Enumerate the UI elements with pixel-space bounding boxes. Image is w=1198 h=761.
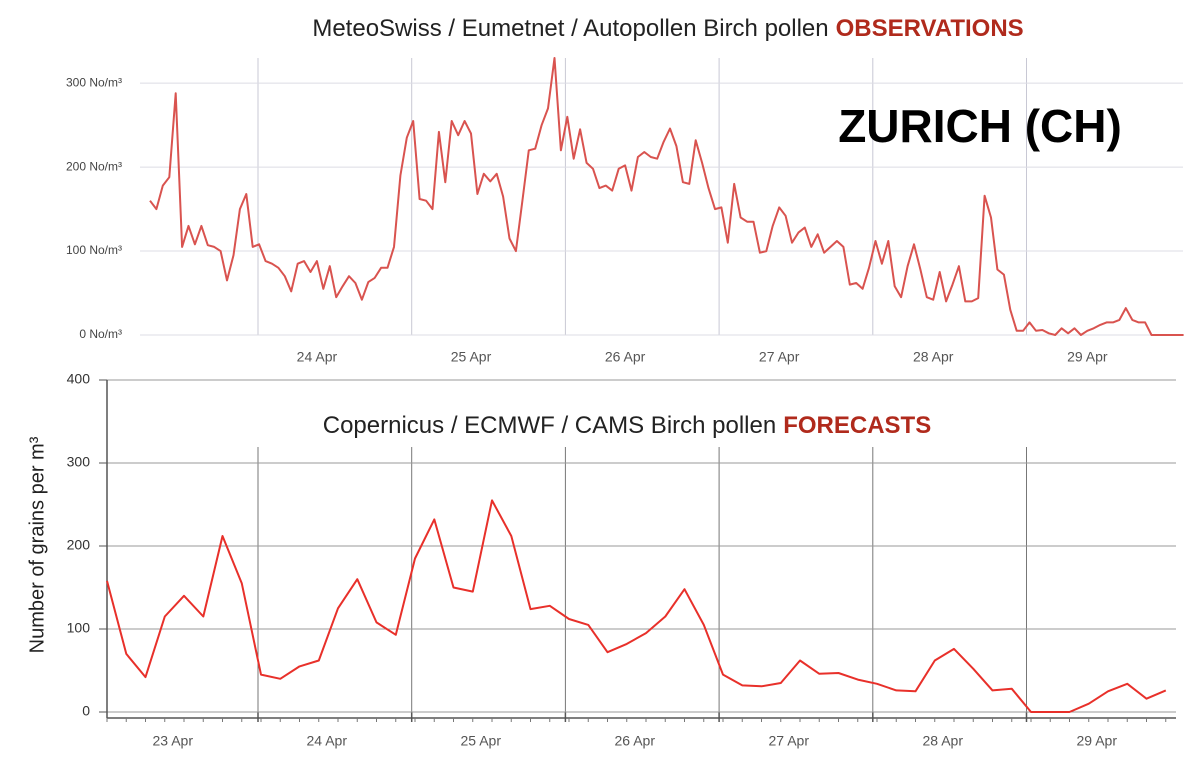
plot: 0 100 200 300 400 23 Apr 24 Apr 25 Apr 26 Apr 27 … (67, 371, 1176, 749)
x-tick-label: 24 Apr (307, 733, 348, 749)
x-tick-label: 25 Apr (451, 349, 492, 365)
title-emphasis: FORECASTS (783, 412, 931, 439)
title-emphasis: OBSERVATIONS (836, 15, 1024, 42)
x-tick-label: 26 Apr (615, 733, 656, 749)
y-tick-label: 0 No/m³ (79, 327, 122, 341)
y-tick-label: 300 (67, 454, 91, 470)
title-text: Copernicus / ECMWF / CAMS Birch pollen (323, 412, 776, 439)
chart-title: MeteoSwiss / Eumetnet / Autopollen Birch… (312, 15, 1023, 42)
x-tick-label: 28 Apr (923, 733, 964, 749)
y-tick-label: 100 No/m³ (66, 243, 122, 257)
data-line (106, 499, 1167, 713)
x-tick-label: 24 Apr (297, 349, 338, 365)
x-tick-label: 27 Apr (759, 349, 800, 365)
y-tick-label: 300 No/m³ (66, 75, 122, 89)
y-axis-label: Number of grains per m³ (26, 436, 48, 653)
y-tick-label: 400 (67, 371, 91, 387)
x-tick-label: 29 Apr (1077, 733, 1118, 749)
x-tick-label: 23 Apr (153, 733, 194, 749)
y-tick-label: 100 (67, 620, 91, 636)
x-tick-label: 27 Apr (769, 733, 810, 749)
annotation: ZURICH (CH) (838, 100, 1122, 152)
plot: 0 No/m³ 100 No/m³ 200 No/m³ 300 No/m³ 24 Apr… (66, 58, 1183, 365)
data-line (149, 57, 1184, 336)
x-tick-label: 26 Apr (605, 349, 646, 365)
y-tick-label: 200 No/m³ (66, 159, 122, 173)
title-text: MeteoSwiss / Eumetnet / Autopollen Birch… (312, 15, 828, 42)
chart-title: Copernicus / ECMWF / CAMS Birch pollen FO… (323, 412, 931, 439)
x-tick-label: 25 Apr (461, 733, 502, 749)
x-tick-label: 29 Apr (1067, 349, 1108, 365)
x-tick-label: 28 Apr (913, 349, 954, 365)
y-tick-label: 200 (67, 537, 91, 553)
y-tick-label: 0 (82, 703, 90, 719)
